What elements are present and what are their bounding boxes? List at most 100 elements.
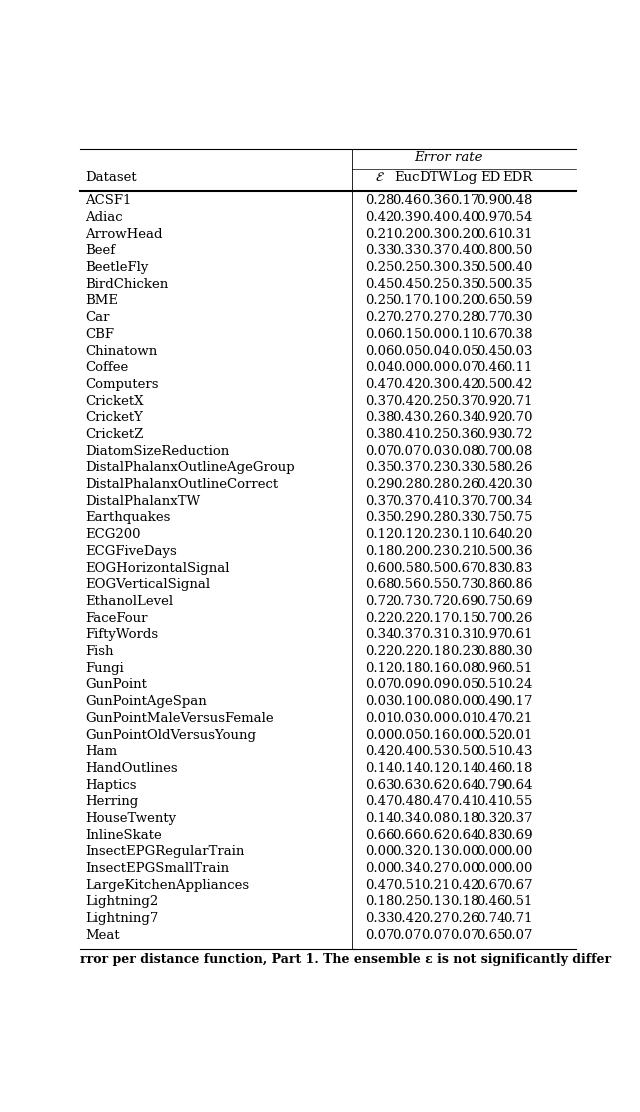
Text: 0.75: 0.75 <box>476 595 506 608</box>
Text: 0.38: 0.38 <box>365 428 395 441</box>
Text: 0.42: 0.42 <box>393 378 422 391</box>
Text: ArrowHead: ArrowHead <box>85 228 163 240</box>
Text: 0.28: 0.28 <box>422 512 451 525</box>
Text: 0.14: 0.14 <box>450 762 479 775</box>
Text: 0.28: 0.28 <box>450 311 479 324</box>
Text: 0.08: 0.08 <box>503 445 532 458</box>
Text: 0.67: 0.67 <box>449 562 479 575</box>
Text: 0.32: 0.32 <box>392 845 422 858</box>
Text: 0.00: 0.00 <box>422 328 451 340</box>
Text: 0.47: 0.47 <box>365 795 395 808</box>
Text: DistalPhalanxTW: DistalPhalanxTW <box>85 495 200 508</box>
Text: CBF: CBF <box>85 328 114 340</box>
Text: 0.06: 0.06 <box>365 345 395 357</box>
Text: 0.30: 0.30 <box>503 478 532 492</box>
Text: 0.18: 0.18 <box>503 762 532 775</box>
Text: 0.93: 0.93 <box>476 428 506 441</box>
Text: 0.21: 0.21 <box>503 712 532 725</box>
Text: 0.09: 0.09 <box>421 678 451 692</box>
Text: 0.07: 0.07 <box>503 929 532 942</box>
Text: 0.01: 0.01 <box>365 712 395 725</box>
Text: rror per distance function, Part 1. The ensemble ε is not significantly differ: rror per distance function, Part 1. The … <box>80 953 611 966</box>
Text: 0.23: 0.23 <box>450 645 479 658</box>
Text: DistalPhalanxOutlineCorrect: DistalPhalanxOutlineCorrect <box>85 478 278 492</box>
Text: 0.37: 0.37 <box>392 628 422 642</box>
Text: 0.22: 0.22 <box>365 612 395 625</box>
Text: 0.62: 0.62 <box>421 778 451 792</box>
Text: 0.11: 0.11 <box>450 328 479 340</box>
Text: Log: Log <box>452 171 477 185</box>
Text: CricketY: CricketY <box>85 411 143 425</box>
Text: 0.50: 0.50 <box>503 245 532 257</box>
Text: 0.75: 0.75 <box>476 512 506 525</box>
Text: 0.38: 0.38 <box>365 411 395 425</box>
Text: 0.53: 0.53 <box>421 745 451 758</box>
Text: 0.71: 0.71 <box>503 912 532 925</box>
Text: 0.51: 0.51 <box>503 662 532 675</box>
Text: 0.25: 0.25 <box>422 395 451 408</box>
Text: 0.67: 0.67 <box>502 878 532 892</box>
Text: 0.23: 0.23 <box>421 545 451 558</box>
Text: 0.18: 0.18 <box>393 662 422 675</box>
Text: 0.69: 0.69 <box>449 595 479 608</box>
Text: 0.28: 0.28 <box>365 195 395 207</box>
Text: FaceFour: FaceFour <box>85 612 147 625</box>
Text: 0.21: 0.21 <box>422 878 451 892</box>
Text: 0.65: 0.65 <box>476 929 506 942</box>
Text: 0.30: 0.30 <box>421 378 451 391</box>
Text: 0.70: 0.70 <box>476 612 506 625</box>
Text: Error rate: Error rate <box>415 151 483 165</box>
Text: 0.47: 0.47 <box>365 378 395 391</box>
Text: Lightning2: Lightning2 <box>85 895 158 909</box>
Text: 0.70: 0.70 <box>476 445 506 458</box>
Text: 0.35: 0.35 <box>450 278 479 290</box>
Text: ECG200: ECG200 <box>85 528 140 542</box>
Text: 0.35: 0.35 <box>503 278 532 290</box>
Text: 0.27: 0.27 <box>365 311 395 324</box>
Text: 0.30: 0.30 <box>421 228 451 240</box>
Text: 0.16: 0.16 <box>421 662 451 675</box>
Text: 0.27: 0.27 <box>421 311 451 324</box>
Text: 0.07: 0.07 <box>450 929 479 942</box>
Text: 0.42: 0.42 <box>393 395 422 408</box>
Text: 0.73: 0.73 <box>449 578 479 592</box>
Text: 0.14: 0.14 <box>365 812 395 825</box>
Text: 0.40: 0.40 <box>422 211 451 224</box>
Text: 0.26: 0.26 <box>503 461 532 475</box>
Text: HouseTwenty: HouseTwenty <box>85 812 176 825</box>
Text: 0.22: 0.22 <box>393 612 422 625</box>
Text: 0.24: 0.24 <box>503 678 532 692</box>
Text: 0.61: 0.61 <box>476 228 506 240</box>
Text: 0.07: 0.07 <box>392 929 422 942</box>
Text: Fish: Fish <box>85 645 113 658</box>
Text: 0.49: 0.49 <box>476 695 506 708</box>
Text: 0.12: 0.12 <box>365 662 395 675</box>
Text: 0.00: 0.00 <box>365 728 395 742</box>
Text: 0.08: 0.08 <box>450 445 479 458</box>
Text: 0.46: 0.46 <box>476 762 506 775</box>
Text: 0.05: 0.05 <box>393 728 422 742</box>
Text: 0.25: 0.25 <box>393 895 422 909</box>
Text: 0.60: 0.60 <box>365 562 395 575</box>
Text: Ham: Ham <box>85 745 117 758</box>
Text: 0.33: 0.33 <box>449 512 479 525</box>
Text: 0.17: 0.17 <box>421 612 451 625</box>
Text: BeetleFly: BeetleFly <box>85 261 148 274</box>
Text: GunPointAgeSpan: GunPointAgeSpan <box>85 695 207 708</box>
Text: 0.00: 0.00 <box>422 712 451 725</box>
Text: 0.20: 0.20 <box>503 528 532 542</box>
Text: 0.23: 0.23 <box>421 461 451 475</box>
Text: 0.41: 0.41 <box>422 495 451 508</box>
Text: 0.64: 0.64 <box>450 828 479 842</box>
Text: 0.26: 0.26 <box>503 612 532 625</box>
Text: 0.83: 0.83 <box>503 562 532 575</box>
Text: 0.50: 0.50 <box>450 745 479 758</box>
Text: Coffee: Coffee <box>85 361 128 375</box>
Text: 0.72: 0.72 <box>503 428 532 441</box>
Text: Euc: Euc <box>395 171 420 185</box>
Text: 0.35: 0.35 <box>365 461 395 475</box>
Text: 0.38: 0.38 <box>503 328 532 340</box>
Text: 0.58: 0.58 <box>476 461 506 475</box>
Text: Meat: Meat <box>85 929 120 942</box>
Text: 0.03: 0.03 <box>503 345 532 357</box>
